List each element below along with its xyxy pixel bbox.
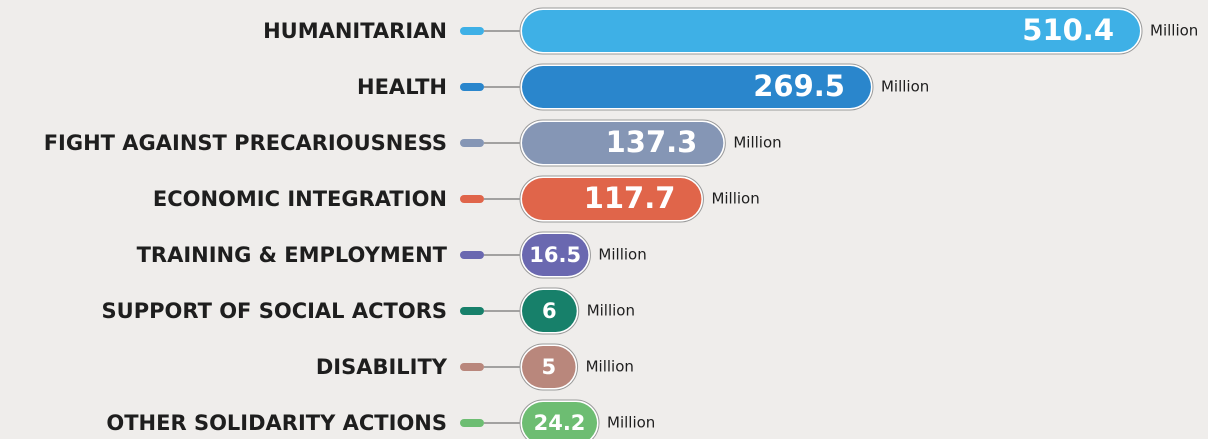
bar — [522, 234, 589, 276]
legend-pill — [460, 27, 484, 35]
bar — [522, 290, 577, 332]
unit-label: Million — [586, 358, 634, 376]
value-label: 16.5 — [529, 243, 581, 267]
category-label: TRAINING & EMPLOYMENT — [137, 243, 448, 267]
legend-pill — [460, 83, 484, 91]
unit-label: Million — [881, 78, 929, 96]
bar — [522, 346, 576, 388]
value-label: 269.5 — [753, 69, 845, 103]
bar — [522, 66, 871, 108]
unit-label: Million — [607, 414, 655, 432]
category-label: FIGHT AGAINST PRECARIOUSNESS — [44, 131, 447, 155]
unit-label: Million — [711, 190, 759, 208]
value-label: 137.3 — [606, 125, 698, 159]
legend-pill — [460, 307, 484, 315]
legend-pill — [460, 251, 484, 259]
category-label: SUPPORT OF SOCIAL ACTORS — [102, 299, 447, 323]
legend-pill — [460, 195, 484, 203]
category-label: HEALTH — [357, 75, 447, 99]
unit-label: Million — [733, 134, 781, 152]
bar — [522, 402, 598, 439]
category-label: DISABILITY — [316, 355, 448, 379]
unit-label: Million — [598, 246, 646, 264]
bar — [522, 178, 702, 220]
value-label: 117.7 — [584, 181, 676, 215]
category-label: ECONOMIC INTEGRATION — [153, 187, 447, 211]
value-label: 6 — [542, 299, 557, 323]
value-label: 24.2 — [534, 411, 586, 435]
legend-pill — [460, 139, 484, 147]
category-label: OTHER SOLIDARITY ACTIONS — [106, 411, 447, 435]
bar — [522, 122, 724, 164]
value-label: 5 — [541, 355, 556, 379]
legend-pill — [460, 419, 484, 427]
unit-label: Million — [1150, 22, 1198, 40]
category-label: HUMANITARIAN — [263, 19, 447, 43]
value-label: 510.4 — [1022, 13, 1114, 47]
unit-label: Million — [587, 302, 635, 320]
bar — [522, 10, 1140, 52]
legend-pill — [460, 363, 484, 371]
